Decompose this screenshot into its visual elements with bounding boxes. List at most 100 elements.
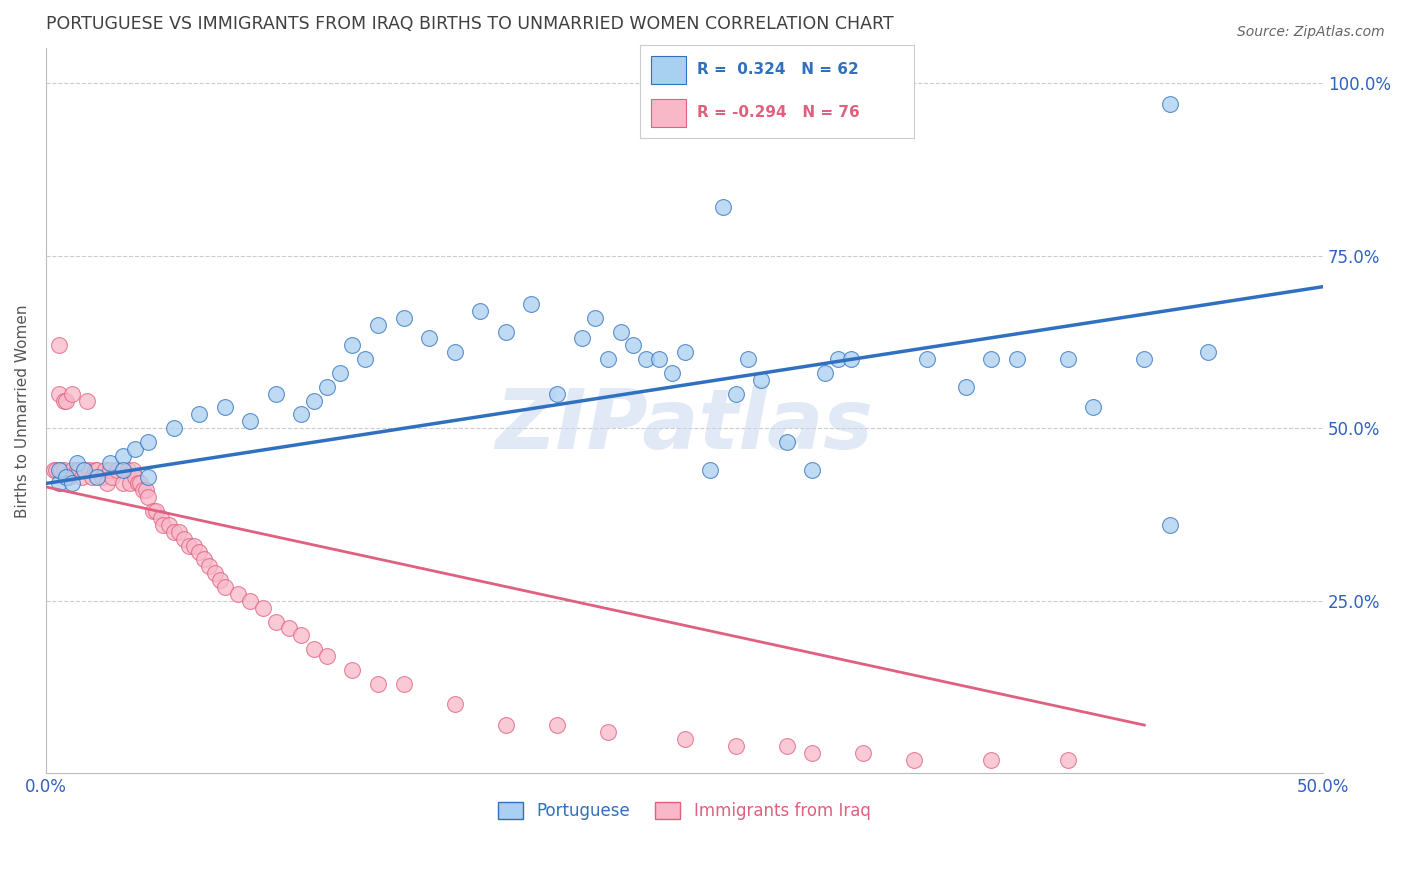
Point [264, 615, 287, 629]
Point [60, 386, 83, 401]
Point [52, 393, 75, 408]
Point [711, 200, 734, 214]
Point [42, 462, 65, 476]
Point [127, 476, 149, 491]
Point [367, 318, 389, 332]
Point [60, 476, 83, 491]
Point [955, 380, 977, 394]
Point [1159, 517, 1181, 532]
Point [226, 587, 249, 601]
Point [188, 545, 211, 559]
Point [145, 504, 167, 518]
Point [98, 462, 121, 476]
Point [214, 580, 236, 594]
Point [51, 462, 73, 476]
Y-axis label: Births to Unmarried Women: Births to Unmarried Women [15, 304, 30, 517]
Point [801, 746, 824, 760]
Point [264, 386, 287, 401]
Point [342, 663, 364, 677]
Point [1133, 352, 1156, 367]
Point [749, 373, 772, 387]
Point [571, 331, 593, 345]
Point [135, 483, 157, 498]
Point [45, 462, 67, 476]
Point [48, 386, 70, 401]
Point [136, 435, 159, 450]
Point [520, 297, 543, 311]
Point [129, 476, 152, 491]
Point [495, 718, 517, 732]
Point [96, 476, 118, 491]
Point [673, 731, 696, 746]
Point [776, 435, 799, 450]
Point [290, 408, 312, 422]
Bar [651, 56, 686, 84]
Point [673, 345, 696, 359]
Point [418, 331, 440, 345]
Point [392, 310, 415, 325]
Point [149, 511, 172, 525]
Point [814, 366, 837, 380]
Point [152, 517, 174, 532]
Point [623, 338, 645, 352]
Point [852, 746, 875, 760]
Bar [651, 99, 686, 127]
Point [636, 352, 658, 367]
Point [142, 504, 165, 518]
Point [111, 462, 134, 476]
Point [316, 380, 339, 394]
Point [724, 386, 747, 401]
Point [55, 469, 77, 483]
Point [596, 352, 619, 367]
Point [470, 303, 492, 318]
Point [111, 476, 134, 491]
Point [111, 449, 134, 463]
Point [58, 469, 80, 483]
Point [354, 352, 377, 367]
Point [443, 345, 465, 359]
Legend: Portuguese, Immigrants from Iraq: Portuguese, Immigrants from Iraq [492, 796, 877, 827]
Point [801, 462, 824, 476]
Point [583, 310, 606, 325]
Point [827, 352, 849, 367]
Point [699, 462, 721, 476]
Point [55, 469, 77, 483]
Point [342, 338, 364, 352]
Point [73, 462, 96, 476]
Point [73, 462, 96, 476]
Point [91, 469, 114, 483]
Point [79, 462, 101, 476]
Point [80, 469, 103, 483]
Point [1083, 401, 1105, 415]
Text: R =  0.324   N = 62: R = 0.324 N = 62 [697, 62, 859, 78]
Point [136, 490, 159, 504]
Point [316, 648, 339, 663]
Point [737, 352, 759, 367]
Point [83, 462, 105, 476]
Point [52, 462, 75, 476]
Point [302, 393, 325, 408]
Point [776, 739, 799, 753]
Point [86, 462, 108, 476]
Point [136, 469, 159, 483]
Point [495, 325, 517, 339]
Point [277, 622, 299, 636]
Point [76, 393, 98, 408]
Point [1159, 96, 1181, 111]
Point [173, 532, 195, 546]
Point [117, 462, 139, 476]
Point [980, 352, 1002, 367]
Point [98, 456, 121, 470]
Point [48, 462, 70, 476]
Point [132, 483, 155, 498]
Point [546, 718, 568, 732]
Point [367, 676, 389, 690]
Point [596, 725, 619, 739]
Point [903, 753, 925, 767]
Point [252, 600, 274, 615]
Point [65, 462, 87, 476]
Point [193, 552, 215, 566]
Point [188, 408, 211, 422]
Point [67, 462, 90, 476]
Point [163, 421, 186, 435]
